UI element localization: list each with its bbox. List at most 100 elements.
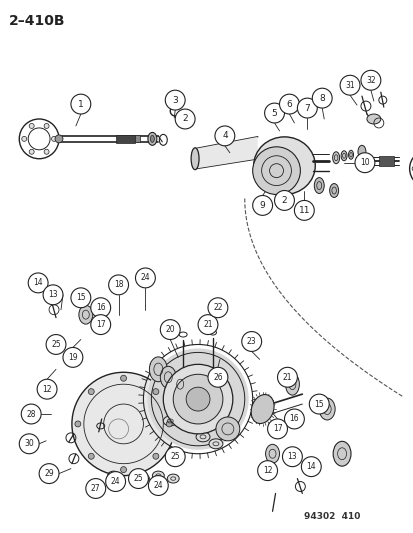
Ellipse shape xyxy=(285,373,299,395)
Circle shape xyxy=(252,147,300,195)
Text: 13: 13 xyxy=(287,452,297,461)
Text: 4: 4 xyxy=(221,131,227,140)
Text: 27: 27 xyxy=(91,484,100,493)
Circle shape xyxy=(216,417,239,441)
Text: 16: 16 xyxy=(96,303,105,312)
Ellipse shape xyxy=(265,445,279,463)
Circle shape xyxy=(257,461,277,481)
Text: 5: 5 xyxy=(271,109,277,118)
Circle shape xyxy=(108,275,128,295)
Text: 3: 3 xyxy=(172,95,178,104)
Circle shape xyxy=(63,348,83,367)
Text: 2–410B: 2–410B xyxy=(9,14,66,28)
Ellipse shape xyxy=(160,366,176,388)
Circle shape xyxy=(152,453,159,459)
Circle shape xyxy=(309,394,328,414)
Circle shape xyxy=(294,200,313,220)
Ellipse shape xyxy=(348,150,353,159)
Circle shape xyxy=(19,434,39,454)
Text: 2: 2 xyxy=(281,196,287,205)
Ellipse shape xyxy=(209,439,222,449)
Text: 2: 2 xyxy=(182,115,188,124)
Circle shape xyxy=(44,124,49,128)
Ellipse shape xyxy=(332,441,350,466)
Text: 17: 17 xyxy=(272,424,282,433)
Text: 7: 7 xyxy=(304,103,309,112)
Circle shape xyxy=(207,367,227,387)
Circle shape xyxy=(297,98,316,118)
Text: 28: 28 xyxy=(26,409,36,418)
Text: 15: 15 xyxy=(76,293,85,302)
Ellipse shape xyxy=(107,471,119,480)
Circle shape xyxy=(85,479,105,498)
Ellipse shape xyxy=(332,152,339,164)
Circle shape xyxy=(197,314,217,335)
Text: 19: 19 xyxy=(68,353,78,362)
Circle shape xyxy=(214,126,234,146)
Ellipse shape xyxy=(253,137,315,195)
Ellipse shape xyxy=(137,474,149,483)
Text: 12: 12 xyxy=(262,466,272,475)
Circle shape xyxy=(301,457,320,477)
Circle shape xyxy=(37,379,57,399)
Text: 13: 13 xyxy=(48,290,58,300)
Circle shape xyxy=(28,273,48,293)
Bar xyxy=(378,156,393,166)
Circle shape xyxy=(264,103,284,123)
Circle shape xyxy=(29,149,34,154)
Circle shape xyxy=(39,464,59,483)
Text: 29: 29 xyxy=(44,469,54,478)
Circle shape xyxy=(52,136,57,141)
Circle shape xyxy=(165,447,185,467)
Text: 30: 30 xyxy=(24,439,34,448)
Circle shape xyxy=(163,365,232,434)
Circle shape xyxy=(207,298,227,318)
Circle shape xyxy=(339,75,359,95)
Text: 94302  410: 94302 410 xyxy=(304,512,360,521)
Circle shape xyxy=(241,332,261,351)
Circle shape xyxy=(354,153,374,173)
Text: 25: 25 xyxy=(170,452,180,461)
Ellipse shape xyxy=(329,183,338,197)
Text: 12: 12 xyxy=(42,385,52,394)
Circle shape xyxy=(166,421,172,427)
Circle shape xyxy=(311,88,331,108)
Circle shape xyxy=(128,469,148,489)
Circle shape xyxy=(46,335,66,354)
Ellipse shape xyxy=(149,357,167,382)
Circle shape xyxy=(55,135,63,143)
Circle shape xyxy=(135,268,155,288)
Circle shape xyxy=(43,285,63,305)
Text: 1: 1 xyxy=(78,100,83,109)
Text: 24: 24 xyxy=(153,481,163,490)
Circle shape xyxy=(21,404,41,424)
Circle shape xyxy=(274,190,294,211)
Text: 25: 25 xyxy=(51,340,61,349)
Text: 26: 26 xyxy=(213,373,222,382)
Circle shape xyxy=(71,94,90,114)
Circle shape xyxy=(411,166,413,171)
Ellipse shape xyxy=(196,432,209,442)
Text: 10: 10 xyxy=(359,158,369,167)
Text: 8: 8 xyxy=(318,94,324,103)
Polygon shape xyxy=(195,137,257,168)
Circle shape xyxy=(88,453,94,459)
Circle shape xyxy=(90,298,110,318)
Text: 14: 14 xyxy=(33,278,43,287)
Text: 18: 18 xyxy=(114,280,123,289)
Text: 24: 24 xyxy=(140,273,150,282)
Circle shape xyxy=(173,374,222,424)
Ellipse shape xyxy=(147,132,157,146)
Circle shape xyxy=(22,136,27,141)
Circle shape xyxy=(120,375,126,381)
Circle shape xyxy=(44,149,49,154)
Text: 32: 32 xyxy=(365,76,375,85)
Ellipse shape xyxy=(173,374,187,394)
Ellipse shape xyxy=(167,474,179,483)
Ellipse shape xyxy=(163,416,177,426)
Ellipse shape xyxy=(251,394,273,424)
Circle shape xyxy=(277,367,297,387)
Circle shape xyxy=(75,421,81,427)
Text: 23: 23 xyxy=(246,337,256,346)
Text: 11: 11 xyxy=(298,206,309,215)
